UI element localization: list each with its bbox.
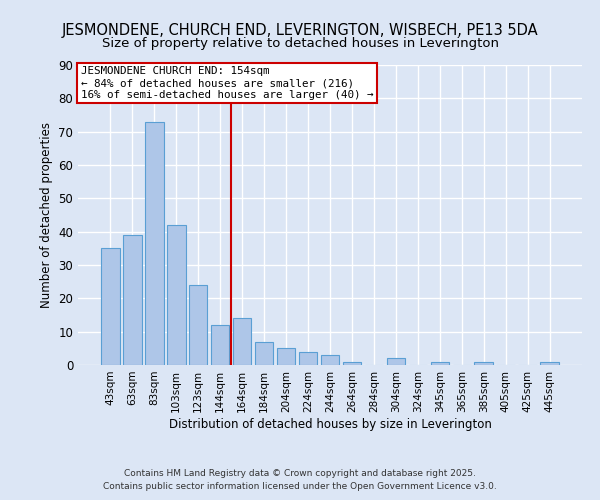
- Bar: [320, 355, 340, 365]
- Bar: [101, 248, 119, 365]
- Bar: [277, 348, 295, 365]
- Bar: [255, 342, 274, 365]
- Text: JESMONDENE CHURCH END: 154sqm
← 84% of detached houses are smaller (216)
16% of : JESMONDENE CHURCH END: 154sqm ← 84% of d…: [80, 66, 373, 100]
- Bar: [145, 122, 164, 365]
- Bar: [541, 362, 559, 365]
- Bar: [167, 225, 185, 365]
- Bar: [211, 325, 229, 365]
- Bar: [123, 235, 142, 365]
- X-axis label: Distribution of detached houses by size in Leverington: Distribution of detached houses by size …: [169, 418, 491, 430]
- Bar: [299, 352, 317, 365]
- Y-axis label: Number of detached properties: Number of detached properties: [40, 122, 53, 308]
- Bar: [189, 285, 208, 365]
- Bar: [475, 362, 493, 365]
- Text: Size of property relative to detached houses in Leverington: Size of property relative to detached ho…: [101, 38, 499, 51]
- Text: Contains HM Land Registry data © Crown copyright and database right 2025.: Contains HM Land Registry data © Crown c…: [124, 468, 476, 477]
- Text: Contains public sector information licensed under the Open Government Licence v3: Contains public sector information licen…: [103, 482, 497, 491]
- Bar: [431, 362, 449, 365]
- Bar: [386, 358, 405, 365]
- Text: JESMONDENE, CHURCH END, LEVERINGTON, WISBECH, PE13 5DA: JESMONDENE, CHURCH END, LEVERINGTON, WIS…: [62, 22, 538, 38]
- Bar: [343, 362, 361, 365]
- Bar: [233, 318, 251, 365]
